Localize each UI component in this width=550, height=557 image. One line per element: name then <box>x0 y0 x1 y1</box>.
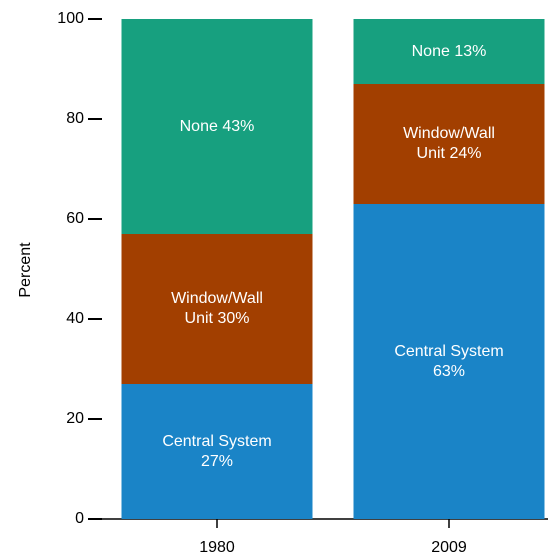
segment-name: None <box>411 42 450 60</box>
bar-segment <box>353 204 545 519</box>
segment-name: Window/Wall Unit <box>171 290 263 327</box>
segment-label: None 43% <box>157 117 277 137</box>
y-tick-label: 40 <box>66 310 84 327</box>
y-tick-label: 0 <box>75 510 84 527</box>
segment-label: Window/Wall Unit 30% <box>157 289 277 329</box>
segment-value: 43% <box>222 117 255 135</box>
x-tick-label: 1980 <box>199 539 235 556</box>
segment-value: 63% <box>432 362 466 380</box>
y-tick-label: 20 <box>66 410 84 427</box>
segment-value: 27% <box>200 452 234 470</box>
segment-name: None <box>179 117 218 135</box>
bar-segment <box>353 19 545 84</box>
segment-label: None 13% <box>389 42 509 62</box>
x-tick-label: 2009 <box>431 539 467 556</box>
segment-label: Central System 27% <box>157 432 277 472</box>
y-tick-label: 60 <box>66 210 84 227</box>
bar-segment <box>121 19 313 234</box>
segment-value: 13% <box>454 42 487 60</box>
segment-label: Central System 63% <box>389 342 509 382</box>
bar-segment <box>121 384 313 519</box>
bar-segment <box>353 84 545 204</box>
segment-name: Central System <box>162 432 272 450</box>
segment-name: Window/Wall Unit <box>403 125 495 162</box>
segment-label: Window/Wall Unit 24% <box>389 124 509 164</box>
y-tick-label: 80 <box>66 110 84 127</box>
segment-value: 24% <box>449 145 482 162</box>
y-axis-label: Percent <box>17 242 34 298</box>
bar-segment <box>121 234 313 384</box>
segment-name: Central System <box>394 342 504 360</box>
segment-value: 30% <box>217 310 250 327</box>
y-tick-label: 100 <box>57 10 84 27</box>
